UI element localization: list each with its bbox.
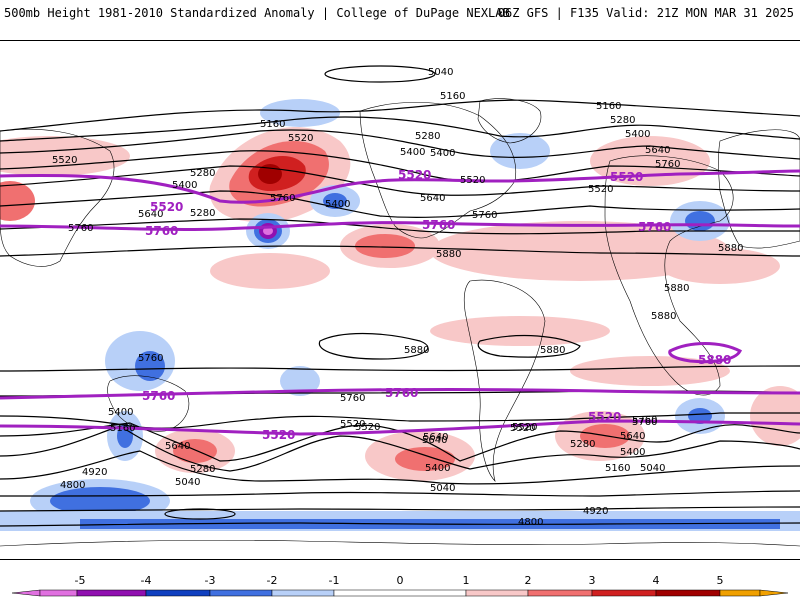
contour-label: 5760 <box>472 210 497 221</box>
contour-label: 5520 <box>510 423 535 434</box>
contour-label: 5040 <box>428 67 453 78</box>
map-canvas: 5040 5160 5160 5280 5400 5520 5280 5400 … <box>0 65 800 547</box>
contour-label: 5400 <box>620 447 645 458</box>
contour-label: 5400 <box>108 407 133 418</box>
contour-label: 4800 <box>60 480 85 491</box>
contour-label: 5400 <box>400 147 425 158</box>
contour-label: 5760 <box>655 159 680 170</box>
colorbar-segments <box>11 589 789 597</box>
colorbar-tick: 1 <box>463 574 470 587</box>
contour-label: 5760 <box>138 353 163 364</box>
contour-labels-purple: 5520 5520 5520 5760 5760 5760 5880 5760 … <box>142 168 731 442</box>
contour-label: 5400 <box>625 129 650 140</box>
contour-label: 5880 <box>540 345 565 356</box>
contour-label: 5040 <box>640 463 665 474</box>
model-run-info: 06Z GFS | F135 Valid: 21Z MON MAR 31 202… <box>497 6 794 20</box>
height-contours <box>0 65 800 527</box>
contour-label: 5760 <box>68 223 93 234</box>
colorbar-arrow-left <box>11 589 41 597</box>
contour-label: 5280 <box>415 131 440 142</box>
purple-contour-label: 5520 <box>610 170 643 184</box>
contour-label: 5040 <box>430 483 455 494</box>
contour-label: 5160 <box>260 119 285 130</box>
purple-contour-label: 5520 <box>150 200 183 214</box>
contour-label: 4800 <box>518 517 543 528</box>
purple-contour-label: 5520 <box>398 168 431 182</box>
contour-label: 5640 <box>138 209 163 220</box>
purple-contour-label: 5760 <box>145 224 178 238</box>
contour-label: 5880 <box>718 243 743 254</box>
contour-label: 5520 <box>340 419 365 430</box>
contour-label: 5520 <box>588 184 613 195</box>
contour-label: 5160 <box>440 91 465 102</box>
contour-label: 5160 <box>110 423 135 434</box>
contour-label: 5880 <box>664 283 689 294</box>
colorbar-tick: -1 <box>329 574 340 587</box>
colorbar-ticks: -5 -4 -3 -2 -1 0 1 2 3 4 5 <box>75 574 724 587</box>
purple-contour-label: 5520 <box>588 410 621 424</box>
purple-contour-label: 5760 <box>385 386 418 400</box>
purple-contour-label: 5760 <box>638 220 671 234</box>
contour-label: 5280 <box>190 464 215 475</box>
colorbar-arrow-right <box>759 589 789 597</box>
purple-key-contours <box>0 169 800 436</box>
purple-contour-label: 5760 <box>422 218 455 232</box>
map-title: 500mb Height 1981-2010 Standardized Anom… <box>4 6 510 20</box>
contour-label: 5280 <box>570 439 595 450</box>
coastlines <box>0 98 800 547</box>
contour-label: 5640 <box>645 145 670 156</box>
contour-label: 5400 <box>172 180 197 191</box>
colorbar-tick: -2 <box>267 574 278 587</box>
contour-label: 4920 <box>82 467 107 478</box>
contour-label: 5760 <box>340 393 365 404</box>
contour-label: 5160 <box>596 101 621 112</box>
colorbar-svg: -5 -4 -3 -2 -1 0 1 2 3 4 5 <box>11 574 789 597</box>
purple-contour-label: 5880 <box>698 353 731 367</box>
header: 500mb Height 1981-2010 Standardized Anom… <box>0 0 800 40</box>
colorbar-tick: 0 <box>397 574 404 587</box>
contour-label: 5520 <box>52 155 77 166</box>
contour-label: 5880 <box>436 249 461 260</box>
purple-contour-label: 5760 <box>142 389 175 403</box>
contour-label: 5520 <box>512 422 537 433</box>
colorbar-tick: 4 <box>653 574 660 587</box>
contour-label: 5160 <box>605 463 630 474</box>
contour-label: 5760 <box>270 193 295 204</box>
colorbar-tick: -4 <box>141 574 152 587</box>
colorbar-tick: 5 <box>717 574 724 587</box>
contour-label: 5280 <box>190 168 215 179</box>
contour-label: 5760 <box>632 415 657 426</box>
contour-label: 5640 <box>165 441 190 452</box>
contour-label: 5400 <box>325 199 350 210</box>
contour-label: 5880 <box>651 311 676 322</box>
contour-label: 5400 <box>430 148 455 159</box>
contour-label: 5520 <box>460 175 485 186</box>
colorbar-tick: -5 <box>75 574 86 587</box>
contour-label: 5520 <box>355 422 380 433</box>
contour-label: 5040 <box>175 477 200 488</box>
contour-label: 5520 <box>288 133 313 144</box>
contour-label: 5640 <box>423 432 448 443</box>
contour-label: 5280 <box>610 115 635 126</box>
contour-label: 5400 <box>425 463 450 474</box>
contour-label: 4920 <box>583 506 608 517</box>
colorbar-tick: 2 <box>525 574 532 587</box>
contour-label: 5640 <box>620 431 645 442</box>
contour-label: 5880 <box>404 345 429 356</box>
contour-label: 5280 <box>190 208 215 219</box>
contour-labels-black: 5040 5160 5160 5280 5400 5520 5280 5400 … <box>52 67 743 528</box>
colorbar-tick: 3 <box>589 574 596 587</box>
contour-label: 5760 <box>632 417 657 428</box>
purple-contour-label: 5520 <box>262 428 295 442</box>
anomaly-map: 5040 5160 5160 5280 5400 5520 5280 5400 … <box>0 40 800 560</box>
colorbar-tick: -3 <box>205 574 216 587</box>
contour-label: 5640 <box>420 193 445 204</box>
contour-label: 5640 <box>422 435 447 446</box>
colorbar: -5 -4 -3 -2 -1 0 1 2 3 4 5 <box>0 560 800 600</box>
